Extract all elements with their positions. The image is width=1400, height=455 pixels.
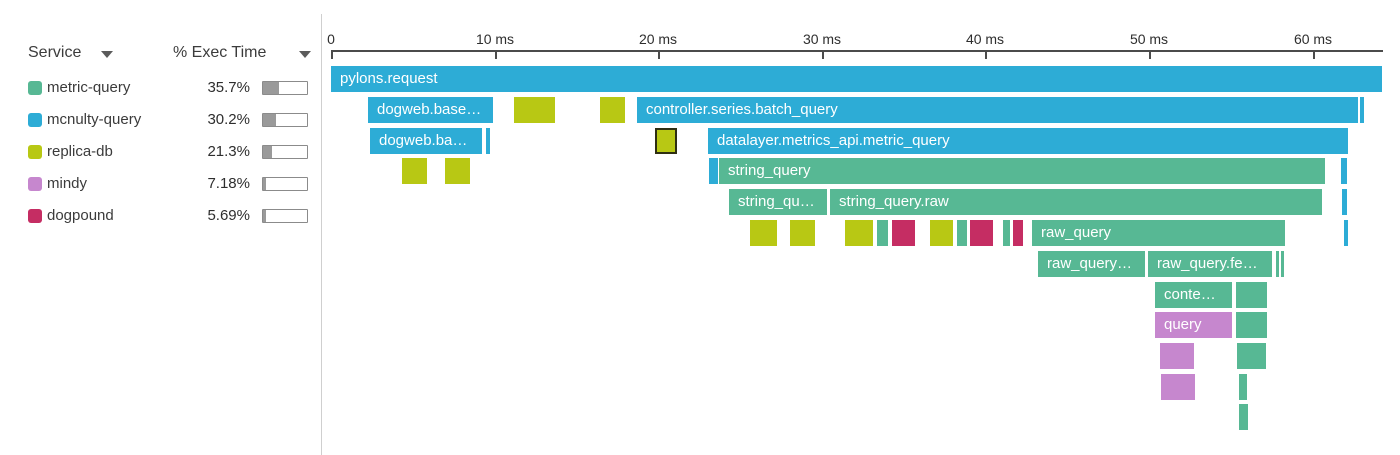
span-replica-db[interactable] xyxy=(750,220,777,246)
span-mindy[interactable] xyxy=(1160,343,1194,369)
span-metric-query[interactable] xyxy=(877,220,888,246)
span-controller.series.batch_query[interactable]: controller.series.batch_query xyxy=(637,97,1358,123)
service-exec-time-bar xyxy=(262,113,308,127)
service-row-replica-db[interactable]: replica-db 21.3% xyxy=(0,142,320,174)
service-name: mindy xyxy=(47,175,88,192)
service-exec-time-bar-fill xyxy=(263,178,267,190)
span-mcnulty-query[interactable] xyxy=(1341,158,1347,184)
span-dogpound[interactable] xyxy=(970,220,993,246)
services-panel: Service % Exec Time metric-query 35.7% mcn… xyxy=(0,0,320,455)
axis-tick xyxy=(658,52,660,59)
span-metric-query[interactable] xyxy=(1237,343,1266,369)
span-metric-query[interactable] xyxy=(1236,312,1267,338)
span-dogweb.base[interactable]: dogweb.base… xyxy=(368,97,493,123)
service-exec-time-pct: 35.7% xyxy=(207,79,250,96)
service-name: metric-query xyxy=(47,79,131,96)
span-dogpound[interactable] xyxy=(892,220,915,246)
service-color-swatch xyxy=(28,209,42,223)
span-string_qu[interactable]: string_qu… xyxy=(729,189,827,215)
span-replica-db[interactable] xyxy=(655,128,677,154)
span-mcnulty-query[interactable] xyxy=(486,128,490,154)
span-mcnulty-query[interactable] xyxy=(1342,189,1347,215)
service-exec-time-bar-fill xyxy=(263,114,277,126)
service-exec-time-bar xyxy=(262,209,308,223)
axis-tick-label: 20 ms xyxy=(638,31,678,47)
span-replica-db[interactable] xyxy=(402,158,427,184)
span-string_query.raw[interactable]: string_query.raw xyxy=(830,189,1322,215)
axis-tick xyxy=(822,52,824,59)
span-mindy[interactable] xyxy=(1161,374,1195,400)
service-color-swatch xyxy=(28,145,42,159)
service-exec-time-bar xyxy=(262,81,308,95)
exec-time-column-header[interactable]: % Exec Time xyxy=(173,44,267,61)
span-string_query[interactable]: string_query xyxy=(719,158,1325,184)
span-mcnulty-query[interactable] xyxy=(1344,220,1348,246)
axis-tick-label: 60 ms xyxy=(1293,31,1333,47)
span-replica-db[interactable] xyxy=(790,220,815,246)
service-row-metric-query[interactable]: metric-query 35.7% xyxy=(0,78,320,110)
span-conte[interactable]: conte… xyxy=(1155,282,1232,308)
service-exec-time-pct: 30.2% xyxy=(207,111,250,128)
axis-tick xyxy=(985,52,987,59)
axis-tick-label: 0 xyxy=(327,31,335,47)
service-name: mcnulty-query xyxy=(47,111,142,128)
panel-divider xyxy=(321,14,322,455)
span-metric-query[interactable] xyxy=(1239,404,1248,430)
span-metric-query[interactable] xyxy=(1276,251,1279,277)
axis-tick xyxy=(331,52,333,59)
service-row-mindy[interactable]: mindy 7.18% xyxy=(0,174,320,206)
service-exec-time-bar-fill xyxy=(263,210,266,222)
service-name: dogpound xyxy=(47,207,114,224)
span-metric-query[interactable] xyxy=(1236,282,1267,308)
axis-tick xyxy=(495,52,497,59)
axis-tick-label: 10 ms xyxy=(475,31,515,47)
service-exec-time-bar-fill xyxy=(263,82,279,94)
axis-tick xyxy=(1313,52,1315,59)
service-color-swatch xyxy=(28,113,42,127)
span-replica-db[interactable] xyxy=(445,158,470,184)
span-replica-db[interactable] xyxy=(930,220,953,246)
service-exec-time-pct: 7.18% xyxy=(207,175,250,192)
span-metric-query[interactable] xyxy=(1281,251,1284,277)
service-color-swatch xyxy=(28,177,42,191)
service-color-swatch xyxy=(28,81,42,95)
axis-tick-label: 40 ms xyxy=(965,31,1005,47)
span-query[interactable]: query xyxy=(1155,312,1232,338)
span-pylons.request[interactable]: pylons.request xyxy=(331,66,1382,92)
span-dogweb.ba[interactable]: dogweb.ba… xyxy=(370,128,482,154)
chevron-down-icon[interactable] xyxy=(299,51,311,58)
span-mcnulty-query[interactable] xyxy=(1360,97,1364,123)
chevron-down-icon[interactable] xyxy=(101,51,113,58)
span-replica-db[interactable] xyxy=(845,220,873,246)
service-exec-time-bar xyxy=(262,177,308,191)
span-replica-db[interactable] xyxy=(600,97,625,123)
span-raw_query[interactable]: raw_query xyxy=(1032,220,1285,246)
service-exec-time-pct: 5.69% xyxy=(207,207,250,224)
span-raw_query[interactable]: raw_query… xyxy=(1038,251,1145,277)
span-dogpound[interactable] xyxy=(1013,220,1023,246)
service-row-dogpound[interactable]: dogpound 5.69% xyxy=(0,206,320,238)
service-row-mcnulty-query[interactable]: mcnulty-query 30.2% xyxy=(0,110,320,142)
axis-tick-label: 50 ms xyxy=(1129,31,1169,47)
service-column-header[interactable]: Service xyxy=(28,44,82,61)
service-exec-time-bar-fill xyxy=(263,146,273,158)
axis-tick-label: 30 ms xyxy=(802,31,842,47)
span-datalayer.metrics_api.metric_query[interactable]: datalayer.metrics_api.metric_query xyxy=(708,128,1348,154)
axis-tick xyxy=(1149,52,1151,59)
span-metric-query[interactable] xyxy=(1003,220,1010,246)
span-raw_query.fe[interactable]: raw_query.fe… xyxy=(1148,251,1272,277)
service-exec-time-bar xyxy=(262,145,308,159)
span-mcnulty-query[interactable] xyxy=(709,158,718,184)
span-metric-query[interactable] xyxy=(1239,374,1247,400)
service-exec-time-pct: 21.3% xyxy=(207,143,250,160)
service-name: replica-db xyxy=(47,143,113,160)
time-axis-line xyxy=(331,50,1383,52)
span-metric-query[interactable] xyxy=(957,220,967,246)
span-replica-db[interactable] xyxy=(514,97,555,123)
